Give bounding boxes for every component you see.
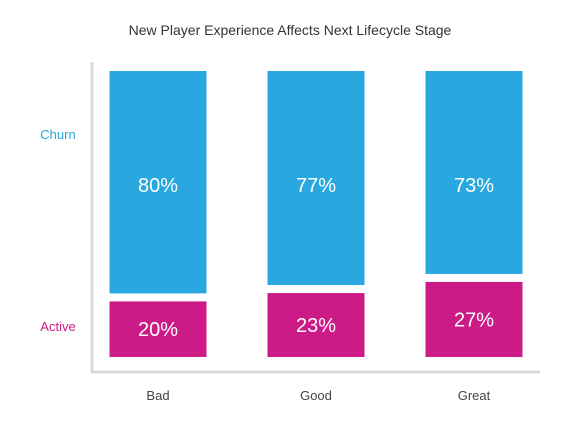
value-label-active-good: 23% <box>296 315 336 337</box>
x-tick-label-good: Good <box>300 388 332 403</box>
bar-active-great <box>425 281 523 357</box>
bar-churn-bad <box>109 71 207 294</box>
bars-group: 20% 80% 23% 77% 27% 73% <box>109 71 523 357</box>
value-label-churn-bad: 80% <box>138 175 178 197</box>
x-labels-group: Bad Good Great <box>146 388 490 403</box>
value-label-active-bad: 20% <box>138 319 178 341</box>
bar-active-bad <box>109 301 207 357</box>
bar-churn-good <box>267 71 365 286</box>
value-label-active-great: 27% <box>454 309 494 331</box>
bar-active-good <box>267 293 365 357</box>
bar-churn-great <box>425 71 523 274</box>
x-tick-label-great: Great <box>458 388 491 403</box>
series-label-churn: Churn <box>40 127 75 142</box>
series-label-active: Active <box>40 319 75 334</box>
x-tick-label-bad: Bad <box>146 388 169 403</box>
chart-title: New Player Experience Affects Next Lifec… <box>129 22 452 38</box>
value-label-churn-great: 73% <box>454 175 494 197</box>
value-label-churn-good: 77% <box>296 175 336 197</box>
